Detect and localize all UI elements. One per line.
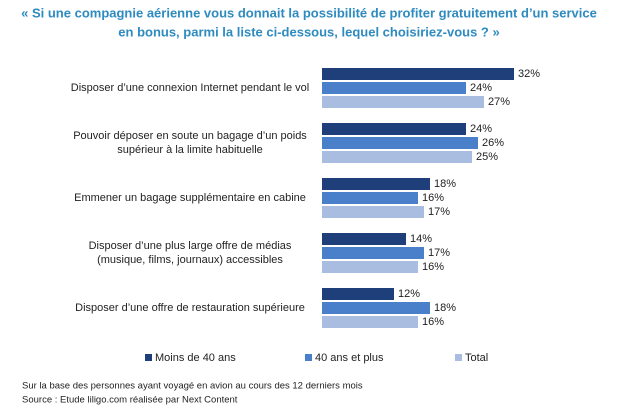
value-label: 27% (488, 96, 510, 108)
legend-label: 40 ans et plus (315, 352, 384, 364)
bar (322, 82, 466, 94)
value-label: 26% (482, 137, 504, 149)
bar (322, 316, 418, 328)
chart-title: en bonus, parmi la liste ci-dessous, leq… (118, 24, 499, 39)
bar (322, 137, 478, 149)
value-label: 18% (434, 302, 456, 314)
value-label: 14% (410, 233, 432, 245)
bar (322, 261, 418, 273)
value-label: 24% (470, 123, 492, 135)
category-label: Disposer d’une offre de restauration sup… (75, 302, 305, 314)
bar (322, 192, 418, 204)
value-label: 12% (398, 288, 420, 300)
category-label: Disposer d’une connexion Internet pendan… (70, 82, 310, 94)
chart-title: « Si une compagnie aérienne vous donnait… (21, 5, 597, 20)
legend-swatch (455, 354, 462, 361)
footnote: Source : Etude liligo.com réalisée par N… (22, 395, 238, 406)
category-label: Emmener un bagage supplémentaire en cabi… (74, 192, 306, 204)
legend-label: Total (465, 352, 488, 364)
bar (322, 151, 472, 163)
legend-swatch (305, 354, 312, 361)
footnote: Sur la base des personnes ayant voyagé e… (22, 381, 363, 392)
value-label: 24% (470, 82, 492, 94)
category-label: Pouvoir déposer en soute un bagage d’un … (73, 130, 307, 156)
bar (322, 247, 424, 259)
bar (322, 96, 484, 108)
bar (322, 68, 514, 80)
value-label: 16% (422, 192, 444, 204)
value-label: 17% (428, 206, 450, 218)
bar (322, 288, 394, 300)
legend-label: Moins de 40 ans (155, 352, 236, 364)
value-label: 17% (428, 247, 450, 259)
legend-swatch (145, 354, 152, 361)
value-label: 25% (476, 151, 498, 163)
bar (322, 178, 430, 190)
bar (322, 302, 430, 314)
bar (322, 233, 406, 245)
value-label: 16% (422, 261, 444, 273)
category-label: Disposer d’une plus large offre de média… (88, 240, 292, 266)
value-label: 18% (434, 178, 456, 190)
bar (322, 206, 424, 218)
bar (322, 123, 466, 135)
value-label: 16% (422, 316, 444, 328)
value-label: 32% (518, 68, 540, 80)
